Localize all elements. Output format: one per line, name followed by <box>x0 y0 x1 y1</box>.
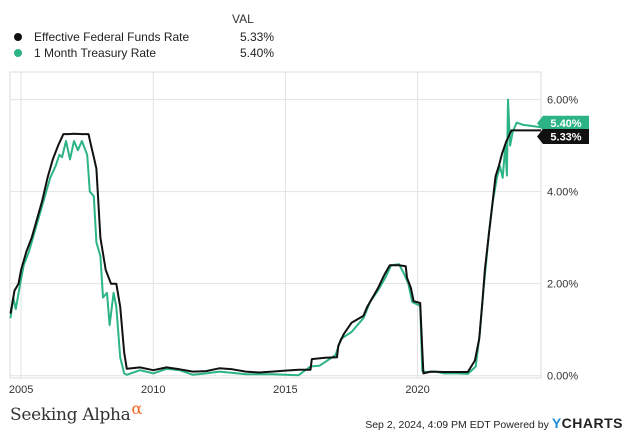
series-line-fed-funds <box>9 129 541 375</box>
ycharts-logo: YCHARTS <box>552 415 623 431</box>
y-tick-label: 6.00% <box>547 95 578 107</box>
end-label-treasury-bg <box>537 115 589 131</box>
seeking-alpha-logo-text: Seeking Alpha <box>10 405 131 425</box>
y-tick-label: 0.00% <box>547 371 578 383</box>
x-tick-label: 2005 <box>9 384 33 396</box>
x-tick-label: 2015 <box>273 384 297 396</box>
footer-attribution: Sep 2, 2024, 4:09 PM EDT Powered by YCHA… <box>365 415 623 431</box>
alpha-icon: α <box>131 399 143 418</box>
legend-item-treasury: 1 Month Treasury Rate 5.40% <box>14 46 274 62</box>
legend-value-treasury: 5.40% <box>239 46 274 60</box>
plot-area <box>9 71 542 379</box>
y-tick-label: 4.00% <box>547 187 578 199</box>
line-chart: 0.00% 2.00% 4.00% 6.00% 2005 2010 2015 2020 5.40… <box>9 71 589 396</box>
legend-label-fed-funds: Effective Federal Funds Rate <box>34 30 190 44</box>
end-label-treasury: 5.40% <box>550 118 581 130</box>
seeking-alpha-logo: Seeking Alphaα <box>10 399 142 425</box>
legend-label-treasury: 1 Month Treasury Rate <box>34 46 157 60</box>
legend-dot-fed-funds <box>14 33 22 41</box>
legend-header: VAL <box>232 12 254 26</box>
end-label-fed-funds: 5.33% <box>550 131 581 143</box>
x-tick-label: 2010 <box>141 384 165 396</box>
legend-item-fed-funds: Effective Federal Funds Rate 5.33% <box>14 30 274 46</box>
legend-value-fed-funds: 5.33% <box>239 30 274 44</box>
y-tick-label: 2.00% <box>547 279 578 291</box>
legend-dot-treasury <box>14 49 22 57</box>
ycharts-logo-text: CHARTS <box>561 415 623 431</box>
end-label-fed-funds-bg <box>537 128 589 144</box>
ycharts-logo-y: Y <box>551 415 562 431</box>
timestamp: Sep 2, 2024, 4:09 PM EDT Powered by <box>365 419 549 431</box>
x-tick-label: 2020 <box>405 384 429 396</box>
